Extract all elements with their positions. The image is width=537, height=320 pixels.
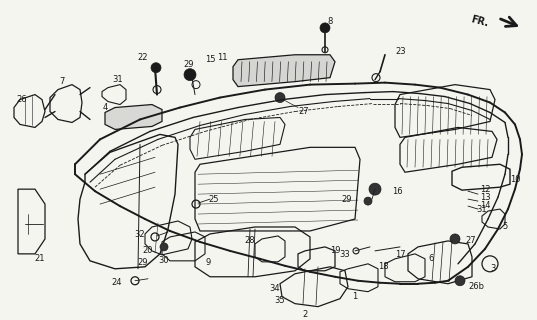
Text: 16: 16 [392,187,403,196]
Text: 32: 32 [134,230,145,239]
Text: 29: 29 [137,258,148,267]
Text: 22: 22 [138,53,148,62]
Text: 27: 27 [298,107,309,116]
Text: 29: 29 [183,60,193,69]
Circle shape [320,23,330,33]
Circle shape [275,92,285,102]
Text: 7: 7 [59,77,64,86]
Text: 35: 35 [275,296,285,305]
Text: 6: 6 [428,254,433,263]
Text: 13: 13 [480,193,491,202]
Text: 34: 34 [270,284,280,293]
Text: 3: 3 [490,264,495,273]
Text: 10: 10 [510,175,520,184]
Text: 33: 33 [339,250,350,260]
Polygon shape [233,55,335,87]
Text: 11: 11 [217,53,228,62]
Text: 21: 21 [35,254,45,263]
Text: 9: 9 [205,258,211,267]
Text: 17: 17 [395,250,405,260]
Text: 2: 2 [302,310,308,319]
Circle shape [364,197,372,205]
Circle shape [450,234,460,244]
Circle shape [369,183,381,195]
Circle shape [184,69,196,81]
Text: 28: 28 [244,236,255,245]
Circle shape [455,276,465,286]
Circle shape [151,63,161,73]
Text: 24: 24 [112,278,122,287]
Text: 12: 12 [480,185,490,194]
Text: 27: 27 [465,236,476,245]
Text: 31: 31 [112,75,122,84]
Circle shape [160,243,168,251]
Text: 4: 4 [103,103,108,112]
Text: 14: 14 [480,201,490,210]
Text: 1: 1 [352,292,358,301]
Text: 29: 29 [342,195,352,204]
Text: 8: 8 [328,17,333,27]
Text: 30: 30 [158,256,169,265]
Text: 23: 23 [395,47,405,56]
Polygon shape [105,105,162,129]
Text: 26: 26 [17,95,27,104]
Text: 15: 15 [205,55,215,64]
Text: 19: 19 [330,246,340,255]
Text: 31: 31 [476,204,487,213]
Text: 5: 5 [502,222,507,231]
Text: 20: 20 [142,246,153,255]
Text: FR.: FR. [470,15,490,29]
Text: 18: 18 [378,262,389,271]
Text: 26b: 26b [468,282,484,291]
Text: 25: 25 [208,195,219,204]
